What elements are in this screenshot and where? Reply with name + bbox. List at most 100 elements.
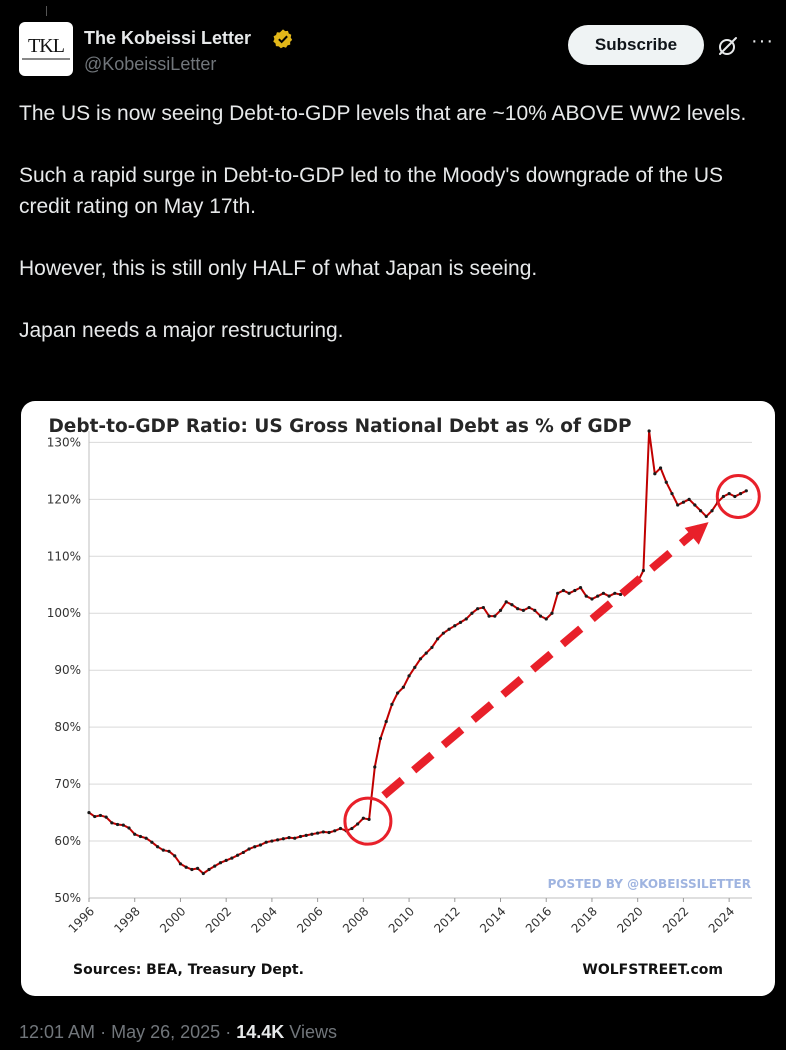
data-point [573,588,577,593]
data-point [121,823,125,827]
data-point [298,834,303,839]
data-point [618,592,623,597]
annotation-circle-2024 [715,473,761,519]
verified-badge-icon [273,29,293,49]
data-point [378,736,383,741]
data-point [224,858,228,863]
data-point [413,665,417,669]
x-tick-label: 2006 [294,904,325,935]
data-point [664,480,668,484]
data-point [396,691,400,695]
data-point [247,847,251,851]
author-name[interactable]: The Kobeissi Letter [84,28,252,48]
grok-icon[interactable] [716,34,740,58]
data-point [173,854,177,858]
tweet-paragraph: However, this is still only HALF of what… [19,257,538,280]
annotation-dashed-arrow [381,524,704,799]
data-point [733,494,737,499]
data-point [704,514,708,519]
tweet-text: The US is now seeing Debt-to-GDP levels … [19,98,774,346]
data-point [218,861,223,865]
data-point [333,829,337,833]
tweet-date[interactable]: May 26, 2025 [111,1022,221,1042]
x-tick-label: 2022 [660,904,691,935]
data-point [304,833,308,837]
data-point [321,830,325,834]
x-tick-label: 2002 [203,904,234,935]
data-point [481,605,485,610]
data-point [596,594,600,598]
chart-title: Debt-to-GDP Ratio: US Gross National Deb… [48,416,631,437]
data-point [487,614,491,618]
data-point [567,591,571,595]
data-point [693,503,697,507]
data-point [601,591,605,595]
chart-watermark: POSTED BY @KOBEISSILETTER [548,877,751,891]
subscribe-button[interactable]: Subscribe [568,25,704,65]
data-point [401,685,405,689]
data-point [190,867,194,872]
data-point [241,850,245,855]
data-point [195,866,200,870]
annotation-circle-2008 [343,796,393,846]
data-point [476,607,480,611]
data-point [316,831,320,835]
data-point [516,607,520,611]
data-point [281,837,285,841]
data-point [167,849,171,853]
x-tick-label: 2000 [157,904,188,935]
data-point [544,617,548,621]
y-tick-label: 60% [54,834,81,848]
data-point [607,594,611,598]
data-point [424,651,428,655]
data-point [430,645,434,650]
data-point [293,836,297,840]
data-point [184,865,188,869]
x-tick-label: 2008 [340,904,371,935]
data-point [647,429,651,433]
data-point [458,620,463,624]
data-point [498,608,503,612]
data-point [104,815,108,819]
separator: · [225,1022,232,1042]
data-point [150,840,154,844]
views-label: Views [289,1022,337,1042]
data-point [367,817,371,822]
more-options-icon[interactable]: ··· [751,30,774,52]
annotation-arrowhead [684,522,709,545]
avatar-logo-text: TKL [28,35,65,57]
data-point [201,871,205,876]
data-point [407,674,411,678]
x-tick-label: 1996 [66,904,97,935]
data-point [578,586,583,590]
y-tick-label: 130% [47,435,81,449]
data-point [561,588,565,593]
data-point [550,611,554,615]
x-tick-label: 2016 [523,904,554,935]
data-point [521,608,525,612]
data-point [670,492,674,496]
author-handle[interactable]: @KobeissiLetter [84,54,217,74]
data-point [447,627,451,631]
data-point [144,836,148,840]
data-point [533,608,537,612]
data-point [527,605,531,610]
data-point [493,614,497,618]
data-point [155,845,160,849]
tweet-time[interactable]: 12:01 AM [19,1022,96,1042]
data-point [310,832,314,836]
separator: · [100,1022,107,1042]
tweet-media-chart[interactable]: Debt-to-GDP Ratio: US Gross National Deb… [21,401,775,996]
avatar[interactable]: TKL [19,22,73,76]
data-point [418,657,423,661]
data-point [115,822,120,827]
y-tick-label: 120% [47,492,81,506]
x-tick-label: 2004 [249,904,280,935]
data-point [738,492,743,496]
data-point [207,867,211,872]
y-tick-label: 80% [54,720,81,734]
chart-source: Sources: BEA, Treasury Dept. [73,962,304,978]
x-tick-label: 2024 [706,904,737,935]
data-point [384,719,388,724]
data-point [464,617,468,621]
